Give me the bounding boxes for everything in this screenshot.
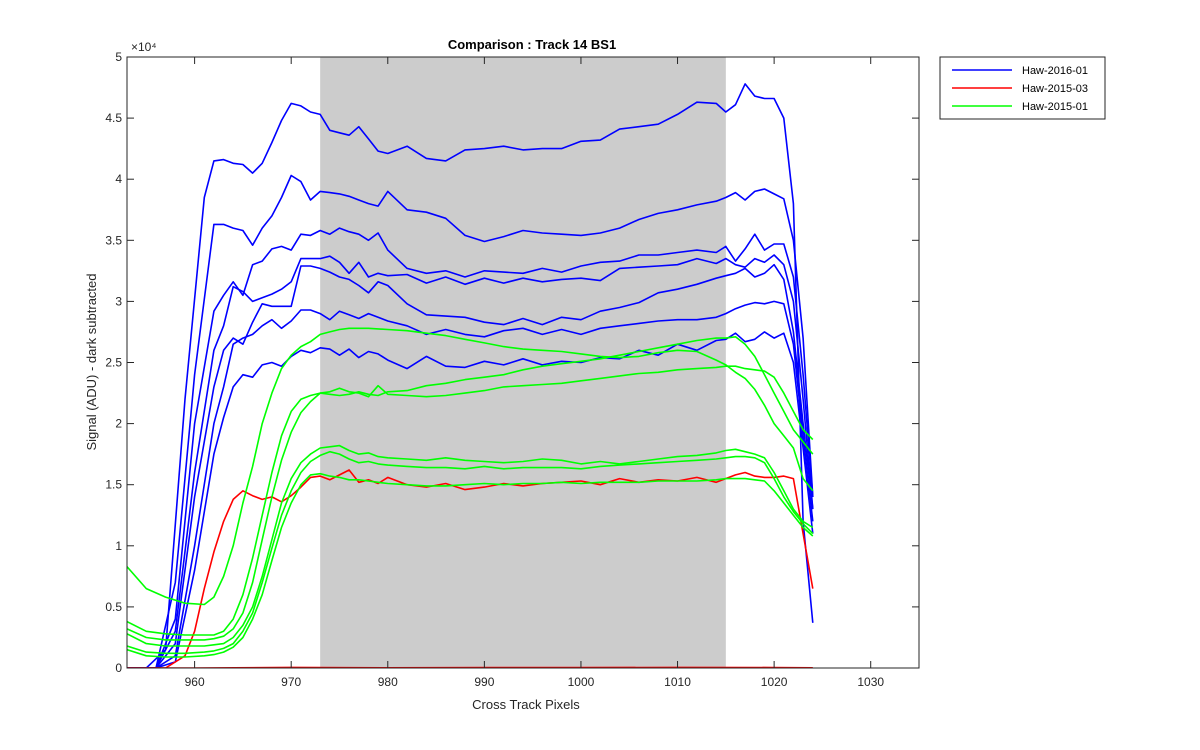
- x-tick-label: 1000: [568, 675, 595, 689]
- series-line-3: [127, 227, 814, 668]
- chart-title: Comparison : Track 14 BS1: [448, 37, 616, 52]
- y-axis-exponent: ×10⁴: [131, 40, 157, 54]
- series-line-2: [127, 174, 814, 668]
- x-tick-label: 980: [378, 675, 398, 689]
- series-line-5: [127, 263, 814, 668]
- x-tick-label: 1010: [664, 675, 691, 689]
- x-tick-label: 970: [281, 675, 301, 689]
- legend-label: Haw-2016-01: [1022, 65, 1088, 77]
- series-line-13: [127, 444, 814, 647]
- x-axis-label: Cross Track Pixels: [472, 697, 580, 712]
- y-tick-label: 4: [115, 172, 122, 186]
- y-tick-label: 3: [115, 294, 122, 308]
- legend-label: Haw-2015-01: [1022, 101, 1088, 113]
- x-tick-label: 960: [185, 675, 205, 689]
- series-line-6: [127, 300, 814, 668]
- y-tick-label: 1.5: [105, 478, 122, 492]
- series-line-12: [127, 335, 814, 641]
- y-axis-label: Signal (ADU) - dark subtracted: [84, 273, 99, 450]
- series-line-15: [127, 472, 814, 658]
- plot-area: 960 970 980 990 1000 1010 1020 1030 0 0.5 1 1.5 2 2.5…: [105, 50, 920, 689]
- legend: Haw-2016-01 Haw-2015-03 Haw-2015-01: [939, 56, 1106, 120]
- series-line-11: [127, 365, 814, 636]
- x-tick-label: 1020: [761, 675, 788, 689]
- y-tick-label: 0.5: [105, 600, 122, 614]
- series-line-1: [127, 83, 814, 668]
- y-tick-label: 0: [115, 661, 122, 675]
- legend-label: Haw-2015-03: [1022, 83, 1088, 95]
- x-tick-label: 1030: [857, 675, 884, 689]
- series-line-7: [127, 331, 814, 668]
- series-line-10: [127, 327, 814, 606]
- series-line-4: [127, 254, 814, 668]
- y-tick-label: 1: [115, 539, 122, 553]
- series-line-14: [127, 450, 814, 655]
- y-tick-label: 3.5: [105, 233, 122, 247]
- y-tick-label: 4.5: [105, 111, 122, 125]
- series-group: [127, 83, 814, 668]
- x-tick-label: 990: [474, 675, 494, 689]
- shaded-region: [320, 57, 726, 668]
- y-tick-label: 2.5: [105, 356, 122, 370]
- y-tick-label: 2: [115, 417, 122, 431]
- y-tick-label: 5: [115, 50, 122, 64]
